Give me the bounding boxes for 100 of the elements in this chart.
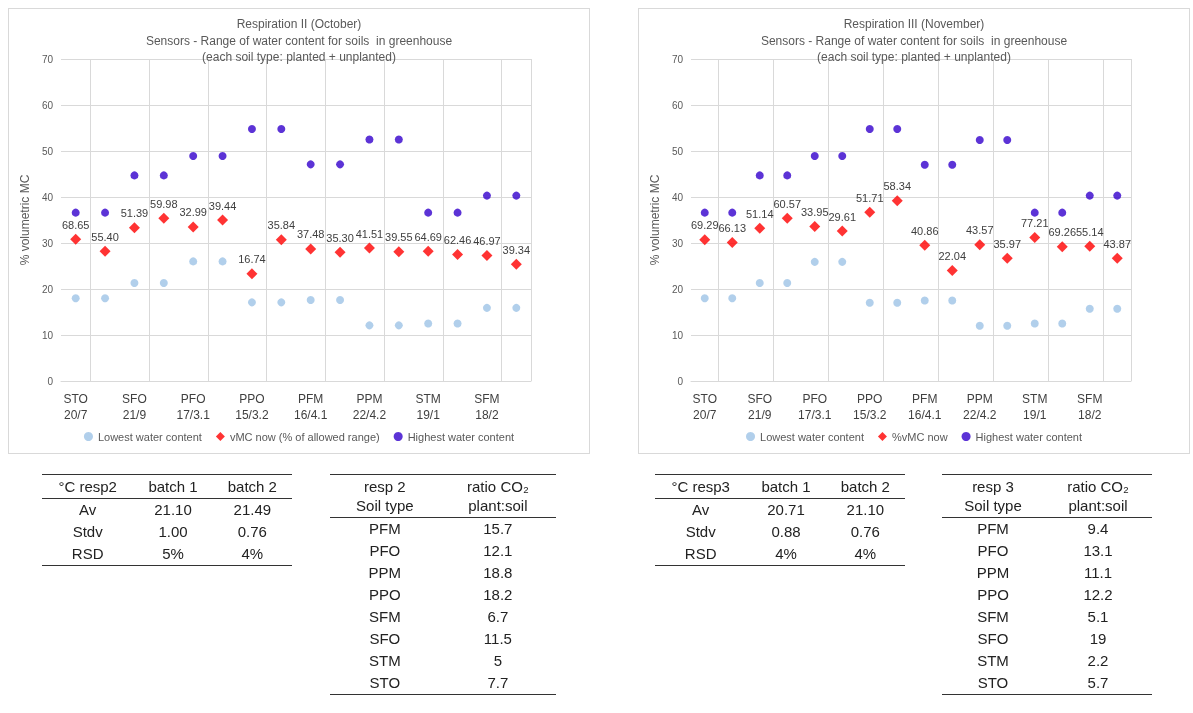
chart-subtitle: Sensors - Range of water content for soils in greenhouse (each soil type: planted + unplanted)	[145, 34, 453, 64]
y-tick-label: 30	[41, 237, 54, 249]
text: 18.8	[483, 564, 513, 581]
annotation: 43.57	[965, 224, 994, 237]
category-label: °C resp2	[42, 474, 134, 499]
point	[422, 245, 434, 257]
point	[755, 171, 764, 180]
point	[158, 212, 170, 224]
point	[277, 298, 286, 307]
point	[1058, 208, 1067, 217]
y-tick-label: 40	[671, 191, 684, 203]
text: 15.7	[483, 520, 513, 537]
point	[975, 321, 984, 330]
y-axis-title: % volumetric MC	[17, 174, 32, 266]
point	[728, 208, 737, 217]
category-label: SFM	[977, 608, 1009, 625]
point	[699, 234, 711, 246]
text: 5	[493, 652, 503, 669]
point	[189, 152, 198, 161]
text: 4%	[775, 545, 797, 562]
annotation: 55.14	[1075, 225, 1104, 238]
category-label: PFM	[369, 520, 401, 537]
legend-label: Lowest water content	[760, 430, 864, 443]
category-label: PFO	[977, 542, 1009, 559]
point	[1113, 191, 1122, 200]
point	[1030, 208, 1039, 217]
point	[783, 171, 792, 180]
y-tick-label: 40	[41, 191, 54, 203]
annotation: 39.44	[208, 199, 237, 212]
text: 9.4	[1087, 520, 1109, 537]
point	[336, 160, 345, 169]
point	[1056, 241, 1068, 253]
point	[70, 233, 82, 245]
point	[512, 191, 521, 200]
category-label: resp 2 Soil type	[330, 474, 440, 518]
x-tick-label: SFM 18/2	[1077, 392, 1103, 422]
point	[393, 246, 405, 258]
point	[277, 124, 286, 133]
point	[394, 135, 403, 144]
point	[864, 206, 876, 218]
category-label: PFO	[369, 542, 401, 559]
point	[975, 135, 984, 144]
point	[755, 279, 764, 288]
annotation: 55.40	[91, 230, 119, 243]
point	[306, 296, 315, 305]
point	[919, 239, 931, 251]
text: 0.76	[237, 523, 267, 540]
x-tick-label: STO 20/7	[63, 392, 88, 422]
annotation: 41.51	[355, 227, 384, 240]
point	[948, 296, 957, 305]
point	[512, 303, 521, 312]
annotation: 51.39	[120, 207, 149, 220]
text: 0.88	[771, 523, 801, 540]
category-label: SFO	[369, 630, 401, 647]
category-label: PPO	[977, 586, 1009, 603]
category-label: RSD	[71, 545, 104, 562]
category-label: Av	[692, 501, 710, 518]
text: 4%	[854, 545, 877, 562]
text: 4%	[241, 545, 264, 562]
point	[130, 279, 139, 288]
text: 12.2	[1083, 586, 1113, 603]
category-label: STO	[977, 674, 1009, 691]
point	[246, 268, 258, 280]
x-tick-label: SFO 21/9	[747, 392, 773, 422]
point	[754, 222, 766, 234]
category-label: SFM	[369, 608, 401, 625]
category-label: ratio CO₂ plant:soil	[439, 474, 556, 518]
point	[453, 319, 462, 328]
x-tick-label: STM 19/1	[1022, 392, 1048, 422]
category-label: Stdv	[72, 523, 103, 540]
category-label: batch 1	[746, 474, 826, 499]
annotation: 58.34	[883, 180, 912, 193]
point	[1058, 319, 1067, 328]
annotation: 16.74	[238, 253, 266, 266]
annotation: 68.65	[61, 218, 90, 231]
point	[783, 279, 792, 288]
annotation: 51.14	[745, 207, 774, 220]
point	[128, 222, 140, 234]
text: 5.7	[1087, 674, 1109, 691]
x-tick-label: PPM 22/4.2	[963, 392, 997, 422]
category-label: RSD	[684, 545, 717, 562]
point	[836, 225, 848, 237]
point	[482, 303, 491, 312]
annotation: 40.86	[910, 224, 939, 237]
annotation: 35.30	[326, 231, 354, 244]
text: 11.1	[1083, 564, 1113, 581]
point	[1003, 321, 1012, 330]
point	[453, 208, 462, 217]
point	[334, 246, 346, 258]
y-tick-label: 70	[41, 53, 54, 65]
point	[99, 245, 111, 257]
category-label: STM	[369, 652, 401, 669]
text: 7.7	[487, 674, 509, 691]
point	[101, 208, 110, 217]
x-tick-label: PPM 22/4.2	[352, 392, 387, 422]
annotation: 32.99	[179, 206, 207, 219]
text: 11.5	[483, 630, 512, 647]
point	[728, 294, 737, 303]
text: 5%	[162, 545, 184, 562]
category-label: PPM	[976, 564, 1010, 581]
